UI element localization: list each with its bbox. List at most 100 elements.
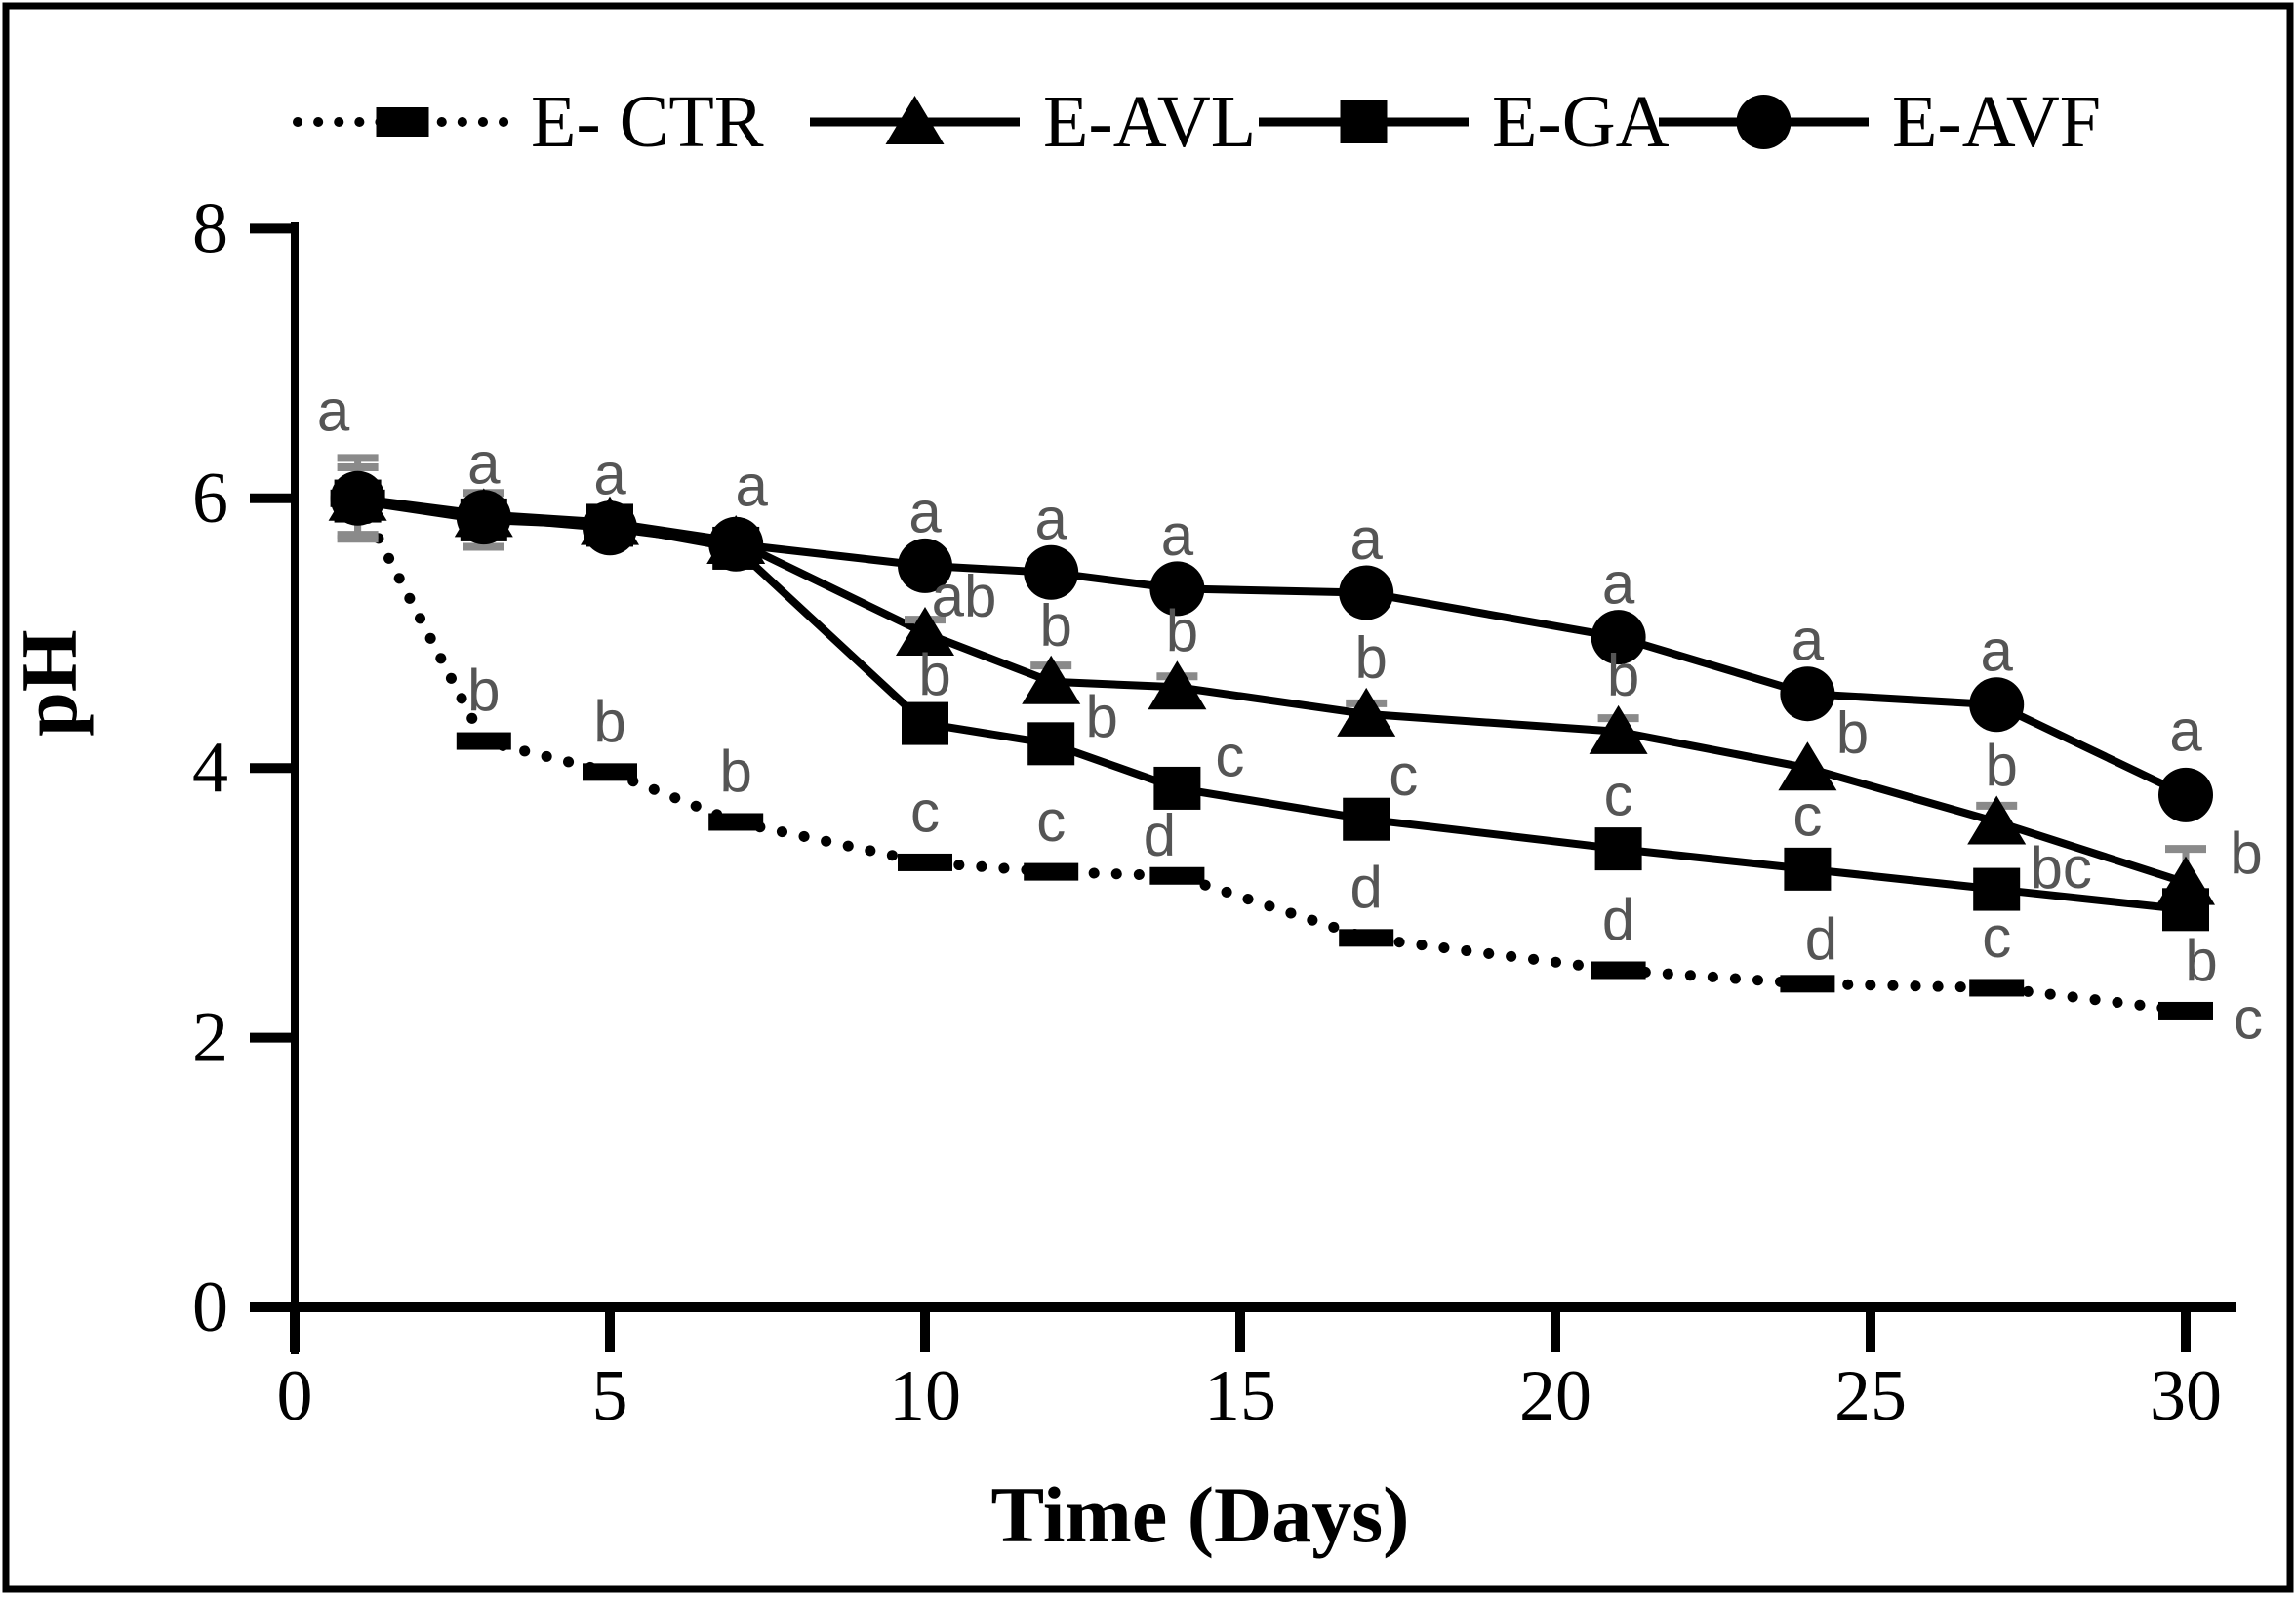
- series-line-e-ctr: [352, 493, 2192, 1017]
- sig-letter: b: [2185, 928, 2217, 993]
- y-tick-label: 6: [192, 459, 228, 539]
- x-tick-label: 10: [889, 1356, 961, 1436]
- x-tick-label: 5: [592, 1356, 628, 1436]
- axes: 0 2 4 6 8 0 5 10 15 20 25 30: [192, 188, 2236, 1436]
- sig-letter: a: [1161, 502, 1194, 568]
- x-axis-title: Time (Days): [991, 1470, 1410, 1559]
- legend-item-e-avl: E-AVL: [810, 81, 1256, 163]
- circle-marker: [898, 538, 952, 593]
- circle-marker: [1780, 666, 1835, 722]
- sig-letter: a: [1981, 619, 2014, 684]
- sig-letter: c: [1792, 782, 1822, 848]
- dash-marker: [708, 813, 764, 831]
- dash-marker: [1969, 979, 2025, 997]
- square-marker: [586, 503, 633, 547]
- sig-letter: ab: [932, 564, 997, 629]
- sig-letter: a: [1792, 608, 1825, 673]
- circle-marker: [1969, 677, 2025, 733]
- y-tick-label: 2: [192, 998, 228, 1078]
- legend: E- CTR E-AVL E-GA E-AVF: [293, 81, 2101, 163]
- sig-letter: b: [1355, 624, 1388, 690]
- sig-letter: a: [317, 378, 350, 443]
- sig-letter: a: [908, 479, 942, 544]
- sig-letter: a: [1035, 486, 1068, 551]
- square-marker: [2162, 888, 2209, 932]
- sig-letter: b: [1607, 642, 1639, 707]
- square-marker: [902, 701, 948, 745]
- sig-letter: a: [2169, 698, 2202, 763]
- sig-letter: c: [1389, 742, 1418, 808]
- sig-letter: b: [2230, 820, 2262, 886]
- sig-letter: b: [1040, 592, 1072, 658]
- square-marker: [334, 479, 382, 523]
- triangle-marker: [1589, 704, 1648, 754]
- sig-letter: a: [593, 442, 626, 507]
- sig-letter: a: [736, 453, 769, 518]
- sig-letter: d: [1350, 855, 1383, 920]
- sig-letter: b: [1986, 733, 2018, 798]
- series-line-e-avl: [357, 494, 2188, 887]
- x-tick-label: 25: [1834, 1356, 1907, 1436]
- legend-label: E-AVL: [1043, 81, 1256, 163]
- sig-letter: c: [1982, 904, 2011, 970]
- dash-marker: [2158, 1001, 2213, 1020]
- triangle-marker: [1778, 741, 1837, 791]
- triangle-marker: [1022, 655, 1081, 704]
- sig-letter: b: [1836, 700, 1869, 766]
- y-tick-label: 8: [192, 188, 228, 268]
- series-lines: [352, 493, 2192, 1017]
- dash-marker: [898, 853, 952, 871]
- dash-marker: [1339, 929, 1394, 947]
- dash-marker: [456, 732, 511, 750]
- triangle-marker: [1337, 687, 1396, 737]
- square-marker: [1340, 100, 1388, 143]
- sig-letter: b: [918, 642, 950, 707]
- sig-letter: a: [1602, 551, 1635, 617]
- legend-item-e-avf: E-AVF: [1659, 81, 2101, 163]
- square-marker: [1594, 827, 1642, 871]
- series-line-e-ga: [357, 497, 2187, 914]
- series-markers: [328, 470, 2215, 1020]
- sig-letter: a: [467, 431, 501, 497]
- square-marker: [1973, 867, 2021, 911]
- x-tick-label: 30: [2150, 1356, 2222, 1436]
- circle-marker: [1591, 610, 1646, 665]
- circle-marker: [1339, 565, 1394, 620]
- legend-label: E- CTR: [531, 81, 764, 163]
- square-marker: [1784, 847, 1832, 891]
- legend-label: E-AVF: [1892, 81, 2101, 163]
- dash-marker: [1024, 862, 1079, 881]
- circle-marker: [1736, 95, 1792, 149]
- x-tick-label: 0: [277, 1356, 313, 1436]
- square-marker: [712, 526, 760, 570]
- sig-letter: b: [467, 658, 500, 723]
- y-tick-label: 0: [192, 1267, 228, 1347]
- sig-letter: a: [1350, 506, 1384, 572]
- legend-label: E-GA: [1492, 81, 1670, 163]
- circle-marker: [1024, 544, 1079, 600]
- circle-marker: [2158, 767, 2213, 822]
- dash-marker: [1591, 961, 1646, 980]
- dash-marker: [1780, 975, 1835, 993]
- sig-letter: c: [1036, 788, 1066, 854]
- triangle-marker: [1148, 660, 1207, 710]
- y-axis-title: pH: [5, 629, 94, 736]
- sig-letter: c: [910, 779, 940, 844]
- sig-letter: d: [1805, 906, 1837, 972]
- sig-letter: d: [1144, 802, 1176, 867]
- triangle-marker: [896, 607, 954, 656]
- legend-dash-marker: [376, 107, 429, 137]
- sig-letter: b: [593, 689, 625, 754]
- x-tick-label: 20: [1519, 1356, 1591, 1436]
- triangle-marker: [885, 96, 945, 144]
- triangle-marker: [1967, 795, 2027, 845]
- square-marker: [1027, 722, 1075, 766]
- sig-letter: b: [1086, 684, 1118, 749]
- y-tick-label: 4: [192, 728, 228, 808]
- sig-letter: c: [1604, 763, 1633, 828]
- sig-letter: d: [1602, 887, 1634, 952]
- sig-letter: b: [1166, 598, 1198, 663]
